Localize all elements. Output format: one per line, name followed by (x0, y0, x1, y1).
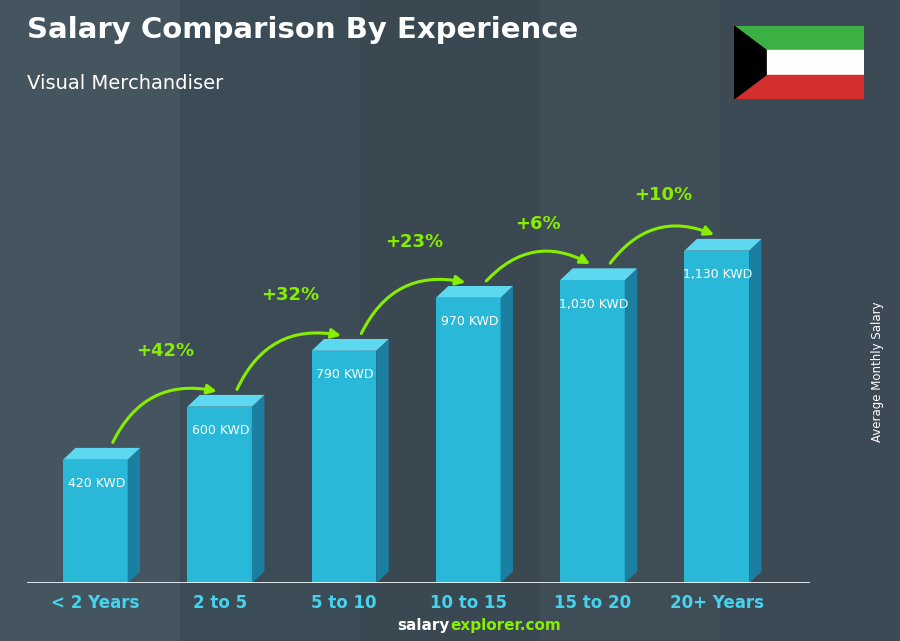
Polygon shape (128, 448, 140, 583)
Text: +6%: +6% (516, 215, 562, 233)
Polygon shape (63, 448, 140, 460)
Polygon shape (187, 395, 265, 406)
Polygon shape (311, 339, 389, 351)
FancyArrowPatch shape (610, 226, 711, 263)
Text: Salary Comparison By Experience: Salary Comparison By Experience (27, 16, 578, 44)
FancyArrowPatch shape (112, 385, 213, 442)
Text: 600 KWD: 600 KWD (192, 424, 249, 437)
Polygon shape (500, 286, 513, 583)
Bar (734, 75, 864, 99)
Text: Average Monthly Salary: Average Monthly Salary (871, 301, 884, 442)
Bar (734, 26, 864, 50)
Polygon shape (685, 239, 761, 251)
Text: 1,030 KWD: 1,030 KWD (559, 298, 628, 311)
FancyArrowPatch shape (486, 251, 587, 281)
Polygon shape (252, 395, 265, 583)
Polygon shape (560, 280, 625, 583)
Polygon shape (685, 251, 749, 583)
Text: +32%: +32% (261, 286, 319, 304)
Polygon shape (436, 286, 513, 298)
Text: +10%: +10% (634, 185, 692, 204)
Text: +23%: +23% (385, 233, 443, 251)
Polygon shape (560, 269, 637, 280)
Bar (734, 50, 864, 75)
FancyArrowPatch shape (361, 276, 463, 333)
Polygon shape (376, 339, 389, 583)
Polygon shape (436, 298, 500, 583)
Polygon shape (187, 406, 252, 583)
Polygon shape (63, 460, 128, 583)
Text: 1,130 KWD: 1,130 KWD (683, 269, 752, 281)
Polygon shape (311, 351, 376, 583)
FancyArrowPatch shape (237, 329, 338, 390)
Text: salary: salary (398, 619, 450, 633)
Text: 790 KWD: 790 KWD (317, 369, 373, 381)
Text: +42%: +42% (137, 342, 194, 360)
Text: 420 KWD: 420 KWD (68, 478, 125, 490)
Polygon shape (749, 239, 761, 583)
Text: Visual Merchandiser: Visual Merchandiser (27, 74, 223, 93)
Text: explorer.com: explorer.com (450, 619, 561, 633)
Polygon shape (734, 26, 766, 99)
Polygon shape (625, 269, 637, 583)
Text: 970 KWD: 970 KWD (441, 315, 499, 328)
